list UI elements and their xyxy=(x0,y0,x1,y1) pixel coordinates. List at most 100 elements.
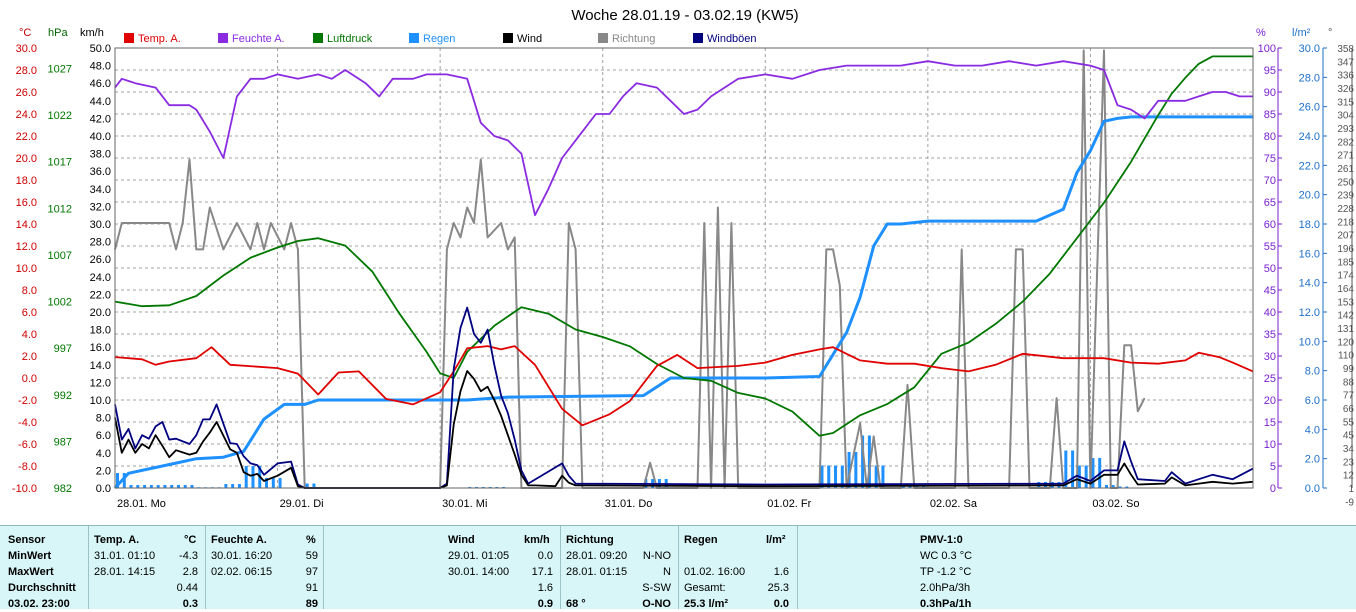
humidity-tick: 20 xyxy=(1264,395,1276,407)
wind-tick: 40.0 xyxy=(90,131,111,143)
legend-label: Windböen xyxy=(707,33,757,45)
legend-swatch xyxy=(409,33,419,43)
temp-tick: 0.0 xyxy=(22,373,37,385)
hdr-hum-unit: % xyxy=(306,532,316,548)
stat-wind-v: 0.0 xyxy=(538,548,553,564)
direction-tick: 218 xyxy=(1337,217,1354,228)
legend-swatch xyxy=(313,33,323,43)
hdr-rain-unit: l/m² xyxy=(766,532,786,548)
temp-tick: -6.0 xyxy=(18,439,37,451)
direction-tick: 336 xyxy=(1337,71,1354,82)
rain-bar xyxy=(1085,466,1088,489)
rain-tick: 26.0 xyxy=(1299,102,1320,114)
temp-tick: -8.0 xyxy=(18,461,37,473)
rain-bar xyxy=(231,484,234,488)
stat-temp-v: 0.44 xyxy=(177,580,198,596)
x-tick-label: 03.02. So xyxy=(1092,498,1139,510)
legend-swatch xyxy=(218,33,228,43)
stat-temp-t: 31.01. 01:10 xyxy=(94,548,155,564)
stat-temp-v: 2.8 xyxy=(183,564,198,580)
stat-wind-v: 17.1 xyxy=(532,564,553,580)
chart-title: Woche 28.01.19 - 03.02.19 (KW5) xyxy=(571,7,798,24)
rain-tick: 28.0 xyxy=(1299,72,1320,84)
legend-swatch xyxy=(503,33,513,43)
pressure-tick: 997 xyxy=(54,343,72,355)
direction-tick: 261 xyxy=(1337,164,1354,175)
rain-tick: 12.0 xyxy=(1299,307,1320,319)
humidity-tick: 45 xyxy=(1264,285,1276,297)
humidity-tick: 65 xyxy=(1264,197,1276,209)
stats-table: Sensor Temp. A. °C Feuchte A. % Wind km/… xyxy=(0,525,1356,609)
temp-tick: 6.0 xyxy=(22,307,37,319)
direction-tick: 23 xyxy=(1343,457,1355,468)
wind-unit-label: km/h xyxy=(80,27,104,39)
wind-tick: 10.0 xyxy=(90,395,111,407)
humidity-tick: 35 xyxy=(1264,329,1276,341)
direction-tick: 55 xyxy=(1343,417,1355,428)
direction-tick: 358 xyxy=(1337,44,1354,55)
humidity-tick: 70 xyxy=(1264,175,1276,187)
stat-wind-t: 29.01. 01:05 xyxy=(448,548,509,564)
stat-pmv: WC 0.3 °C xyxy=(920,548,972,564)
stat-temp-v: 0.3 xyxy=(183,596,198,612)
direction-tick: 131 xyxy=(1337,324,1354,335)
temp-tick: 20.0 xyxy=(16,153,37,165)
humidity-tick: 5 xyxy=(1270,461,1276,473)
rain-bar xyxy=(224,484,227,488)
pressure-tick: 1017 xyxy=(48,157,72,169)
stat-wind-v: 1.6 xyxy=(538,580,553,596)
rain-tick: 22.0 xyxy=(1299,160,1320,172)
humidity-tick: 85 xyxy=(1264,109,1276,121)
hdr-wind: Wind xyxy=(448,532,475,548)
x-tick-label: 29.01. Di xyxy=(280,498,324,510)
humidity-tick: 50 xyxy=(1264,263,1276,275)
rain-tick: 20.0 xyxy=(1299,190,1320,202)
direction-tick: 66 xyxy=(1343,404,1355,415)
direction-tick: 271 xyxy=(1337,151,1354,162)
hdr-temp-unit: °C xyxy=(184,532,196,548)
pressure-tick: 1012 xyxy=(48,203,72,215)
direction-unit-label: ° xyxy=(1328,27,1332,39)
stat-dir-v: S-SW xyxy=(642,580,671,596)
rain-tick: 18.0 xyxy=(1299,219,1320,231)
stat-hum-t: 02.02. 06:15 xyxy=(211,564,272,580)
x-tick-label: 02.02. Sa xyxy=(930,498,978,510)
temp-tick: 4.0 xyxy=(22,329,37,341)
stat-rain-t: Gesamt: xyxy=(684,580,726,596)
pressure-tick: 1027 xyxy=(48,64,72,76)
stat-dir-t: 28.01. 01:15 xyxy=(566,564,627,580)
rain-bar xyxy=(272,478,275,488)
wind-tick: 2.0 xyxy=(96,465,111,477)
temp-tick: -2.0 xyxy=(18,395,37,407)
stat-label: MaxWert xyxy=(8,564,54,580)
wind-tick: 20.0 xyxy=(90,307,111,319)
direction-tick: 34 xyxy=(1343,444,1355,455)
wind-tick: 28.0 xyxy=(90,237,111,249)
direction-tick: 282 xyxy=(1337,137,1354,148)
stat-hum-v: 97 xyxy=(306,564,318,580)
rain-tick: 2.0 xyxy=(1305,454,1320,466)
x-tick-label: 28.01. Mo xyxy=(117,498,166,510)
pressure-tick: 1002 xyxy=(48,297,72,309)
wind-tick: 26.0 xyxy=(90,254,111,266)
direction-tick: 174 xyxy=(1337,271,1354,282)
rain-tick: 0.0 xyxy=(1305,483,1320,495)
stat-hum-v: 91 xyxy=(306,580,318,596)
legend-swatch xyxy=(693,33,703,43)
stat-hum-v: 89 xyxy=(306,596,318,612)
stat-rain-v: 0.0 xyxy=(774,596,789,612)
rain-bar xyxy=(854,452,857,488)
humidity-tick: 75 xyxy=(1264,153,1276,165)
rain-tick: 6.0 xyxy=(1305,395,1320,407)
hdr-rain: Regen xyxy=(684,532,718,548)
stat-temp-v: -4.3 xyxy=(179,548,198,564)
x-tick-label: 01.02. Fr xyxy=(767,498,811,510)
humidity-tick: 95 xyxy=(1264,65,1276,77)
stat-pmv: 0.3hPa/1h xyxy=(920,596,971,612)
humidity-tick: 55 xyxy=(1264,241,1276,253)
wind-tick: 18.0 xyxy=(90,325,111,337)
direction-tick: 110 xyxy=(1338,351,1354,362)
temp-tick: 24.0 xyxy=(16,109,37,121)
legend-label: Luftdruck xyxy=(327,33,373,45)
stat-pmv: TP -1.2 °C xyxy=(920,564,971,580)
